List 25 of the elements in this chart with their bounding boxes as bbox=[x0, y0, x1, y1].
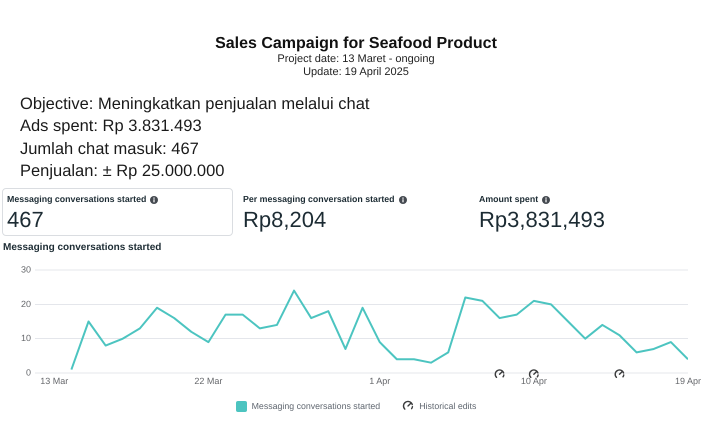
text: Rp8,204 bbox=[243, 207, 326, 232]
text: Objective: Meningkatkan penjualan melalui chat bbox=[20, 94, 370, 115]
text: Penjualan: ± Rp 25.000.000 bbox=[20, 161, 224, 182]
text: Amount spent bbox=[479, 194, 538, 205]
text: Rp3,831,493 bbox=[479, 207, 605, 232]
chart-title: Sales Campaign for Seafood Product bbox=[214, 35, 498, 53]
legend-label: Historical edits bbox=[419, 401, 476, 411]
y-tick-label: 30 bbox=[20, 264, 31, 274]
x-tick-label: 22 Mar bbox=[194, 376, 222, 386]
text: Messaging conversations started bbox=[3, 242, 162, 254]
text: Ads spent: Rp 3.831.493 bbox=[20, 116, 202, 138]
x-tick-label: 1 Apr bbox=[369, 376, 390, 386]
text: Messaging conversations started bbox=[7, 194, 146, 205]
text: Update: 19 April 2025 bbox=[302, 66, 410, 79]
x-tick-label: 19 Apr bbox=[674, 376, 702, 386]
x-tick-label: 10 Apr bbox=[520, 376, 547, 386]
text: Jumlah chat masuk: 467 bbox=[20, 138, 199, 160]
y-tick-label: 20 bbox=[20, 298, 31, 309]
legend-label: Messaging conversations started bbox=[252, 401, 380, 411]
text: Per messaging conversation started bbox=[243, 194, 395, 205]
y-tick-label: 0 bbox=[26, 367, 31, 378]
y-tick-label: 10 bbox=[20, 333, 31, 344]
x-tick-label: 13 Mar bbox=[40, 376, 68, 386]
chart-subtitle: Project date: 13 Maret - ongoing bbox=[276, 53, 436, 66]
text: 467 bbox=[7, 207, 44, 232]
